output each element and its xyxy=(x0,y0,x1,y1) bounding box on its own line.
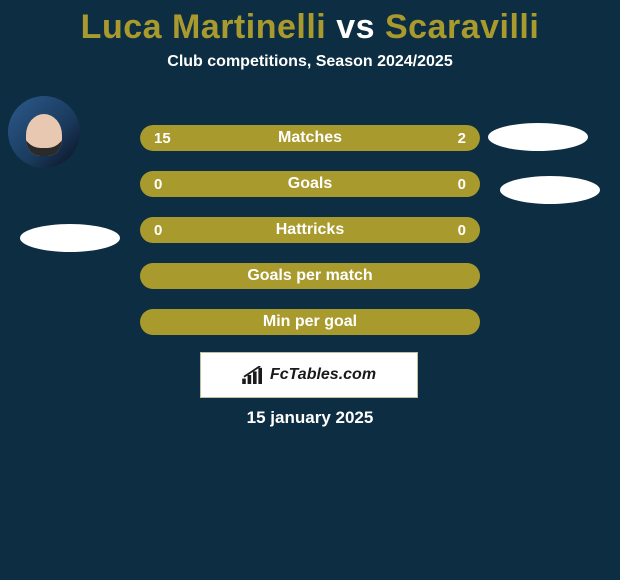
stat-bar-mpg: Min per goal xyxy=(140,309,480,335)
stat-bar-gpm: Goals per match xyxy=(140,263,480,289)
stat-label: Hattricks xyxy=(140,221,480,239)
avatar-player1 xyxy=(8,96,80,168)
title-player1: Luca Martinelli xyxy=(81,8,327,46)
stat-right-value: 0 xyxy=(458,176,466,193)
title-player2: Scaravilli xyxy=(385,8,539,46)
stat-label: Min per goal xyxy=(140,313,480,331)
avatar-placeholder xyxy=(488,123,588,151)
brand-text: FcTables.com xyxy=(270,366,376,384)
stat-label: Matches xyxy=(140,129,480,147)
stat-bar-matches: 15 Matches 2 xyxy=(140,125,480,151)
stat-right-value: 2 xyxy=(458,130,466,147)
stats-container: 15 Matches 2 0 Goals 0 0 Hattricks 0 Goa… xyxy=(140,125,480,355)
stat-bar-goals: 0 Goals 0 xyxy=(140,171,480,197)
stat-right-value: 0 xyxy=(458,222,466,239)
chart-icon xyxy=(242,366,264,384)
avatar-placeholder xyxy=(20,224,120,252)
subtitle: Club competitions, Season 2024/2025 xyxy=(0,53,620,71)
stat-bar-hattricks: 0 Hattricks 0 xyxy=(140,217,480,243)
brand-badge: FcTables.com xyxy=(200,352,418,398)
stat-label: Goals xyxy=(140,175,480,193)
title-vs: vs xyxy=(336,8,375,46)
date-text: 15 january 2025 xyxy=(0,408,620,428)
stat-label: Goals per match xyxy=(140,267,480,285)
page-title: Luca Martinelli vs Scaravilli xyxy=(0,0,620,47)
avatar-placeholder xyxy=(500,176,600,204)
